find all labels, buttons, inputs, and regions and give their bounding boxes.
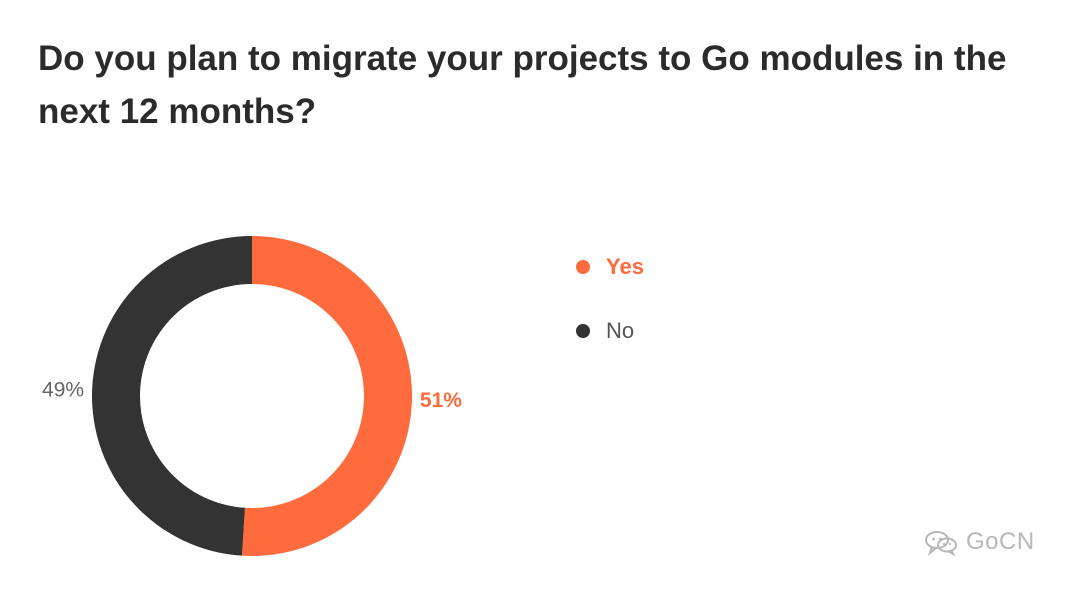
wechat-icon [925, 531, 957, 556]
legend-dot-no [576, 324, 590, 338]
donut-slice-no[interactable] [92, 236, 253, 556]
legend-label-yes: Yes [606, 254, 644, 279]
chart-title: Do you plan to migrate your projects to … [38, 39, 1007, 131]
slice-label-yes: 51% [420, 389, 462, 412]
legend-item-yes[interactable]: Yes [576, 250, 644, 284]
watermark-text: GoCN [966, 528, 1035, 555]
legend-label-no: No [606, 318, 635, 343]
slice-label-no: 49% [42, 378, 84, 401]
legend: Yes No [576, 250, 644, 378]
legend-dot-yes [576, 260, 590, 274]
watermark: GoCN [924, 528, 1035, 556]
donut-slice-yes[interactable] [241, 236, 413, 556]
legend-item-no[interactable]: No [576, 314, 644, 348]
